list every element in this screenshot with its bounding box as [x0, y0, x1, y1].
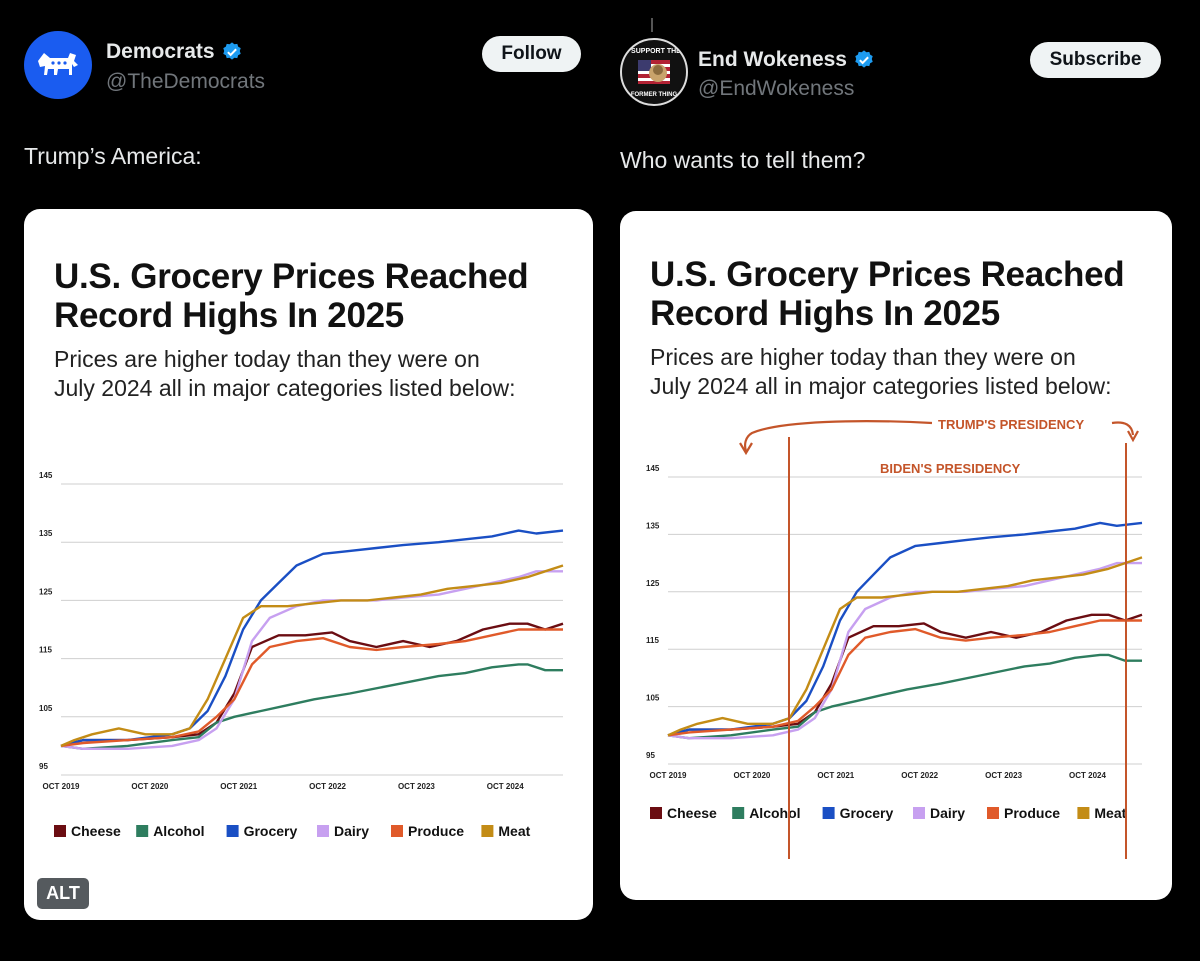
biden-presidency-label: BIDEN'S PRESIDENCY: [880, 461, 1021, 476]
left-x-tick-label: OCT 2024: [487, 782, 524, 791]
right-chart-subtitle-2: July 2024 all in major categories listed…: [650, 373, 1112, 399]
right-series-grocery: [667, 521, 1143, 737]
left-x-tick-label: OCT 2020: [131, 782, 168, 791]
left-line-chart: 145 135 125 115 105 95 OCT 2019 OCT 2020 OCT 202…: [39, 471, 564, 839]
right-chart-title: U.S. Grocery Prices Reached Record Highs…: [650, 255, 1125, 333]
right-series-produce: [667, 619, 1142, 737]
right-y-tick-label: 115: [646, 636, 659, 645]
left-legend-swatch: [54, 825, 66, 837]
subscribe-button[interactable]: Subscribe: [1030, 42, 1161, 78]
left-legend-label: Produce: [408, 823, 464, 839]
verified-badge-icon: [222, 42, 241, 60]
left-legend-label: Dairy: [334, 823, 369, 839]
left-legend-swatch: [481, 825, 494, 837]
right-x-tick-label: OCT 2024: [1069, 771, 1106, 780]
left-x-tick-label: OCT 2022: [309, 782, 346, 791]
right-legend-swatch: [987, 807, 999, 819]
donkey-icon: [38, 53, 78, 75]
left-avatar[interactable]: [24, 31, 92, 99]
left-x-tick-label: OCT 2023: [398, 782, 435, 791]
right-chart-subtitle-1: Prices are higher today than they were o…: [650, 344, 1076, 370]
left-author-name[interactable]: Democrats: [106, 40, 243, 64]
right-legend-swatch: [913, 807, 925, 819]
left-x-tick-label: OCT 2021: [220, 782, 257, 791]
former-thing-logo-icon: I SUPPORT THE FORMER THING: [624, 42, 684, 102]
right-y-tick-label: 135: [646, 521, 660, 530]
left-legend-label: Grocery: [244, 823, 298, 839]
trump-right-arrow: [1111, 421, 1135, 436]
left-series-meat: [60, 564, 564, 747]
right-legend-label: Cheese: [667, 805, 717, 821]
left-y-tick-label: 135: [39, 529, 53, 538]
right-legend-label: Meat: [1094, 805, 1126, 821]
left-series-alcohol: [60, 663, 563, 750]
left-legend-label: Cheese: [71, 823, 121, 839]
alt-badge[interactable]: ALT: [37, 878, 89, 909]
left-series-dairy: [60, 570, 563, 750]
right-x-tick-label: OCT 2019: [650, 771, 687, 780]
right-series-meat: [667, 556, 1143, 737]
left-tweet-text: Trump’s America:: [24, 143, 202, 169]
avatar-text-bottom: FORMER THING: [631, 92, 678, 98]
right-author-handle[interactable]: @EndWokeness: [698, 77, 855, 100]
left-y-tick-label: 145: [39, 471, 53, 480]
right-legend-swatch: [1077, 807, 1090, 819]
left-x-tick-label: OCT 2019: [43, 782, 80, 791]
left-legend-swatch: [136, 825, 149, 837]
right-avatar[interactable]: I SUPPORT THE FORMER THING: [620, 38, 688, 106]
right-tweet-text: Who wants to tell them?: [620, 147, 866, 173]
trump-left-arrow: [744, 420, 933, 452]
right-x-tick-label: OCT 2023: [985, 771, 1022, 780]
left-legend-label: Alcohol: [153, 823, 204, 839]
avatar-text-top: I SUPPORT THE: [627, 48, 681, 55]
verified-badge-icon: [855, 50, 873, 68]
trump-presidency-label: TRUMP'S PRESIDENCY: [938, 417, 1084, 432]
left-author-name-text: Democrats: [106, 40, 215, 63]
right-chart-image[interactable]: U.S. Grocery Prices Reached Record Highs…: [620, 211, 1172, 900]
right-x-tick-label: OCT 2020: [733, 771, 770, 780]
right-legend-swatch: [822, 807, 835, 819]
left-chart-subtitle-2: July 2024 all in major categories listed…: [54, 375, 516, 401]
left-y-tick-label: 115: [39, 646, 52, 655]
left-legend-label: Meat: [498, 823, 530, 839]
right-legend-label: Produce: [1004, 805, 1060, 821]
right-series-alcohol: [667, 653, 1142, 740]
left-y-tick-label: 125: [39, 587, 53, 596]
right-series-dairy: [667, 561, 1142, 740]
left-series-produce: [60, 628, 563, 748]
right-y-tick-label: 145: [646, 464, 660, 473]
left-y-tick-label: 105: [39, 704, 53, 713]
left-legend-swatch: [226, 825, 239, 837]
left-series-cheese: [60, 622, 564, 748]
right-legend-label: Dairy: [930, 805, 965, 821]
right-line-chart: 145 135 125 115 105 95 OCT 2019 OCT 2020 OCT 202…: [646, 417, 1143, 859]
left-chart-title: U.S. Grocery Prices Reached Record Highs…: [54, 257, 529, 335]
right-series-cheese: [667, 613, 1143, 737]
thread-divider: [651, 18, 653, 32]
trump-right-arrowhead: [1127, 430, 1139, 443]
right-author-name[interactable]: End Wokeness: [698, 48, 875, 72]
right-legend-label: Grocery: [840, 805, 894, 821]
right-author-name-text: End Wokeness: [698, 48, 847, 71]
right-y-tick-label: 95: [646, 751, 655, 760]
right-y-tick-label: 105: [646, 694, 660, 703]
trump-left-arrowhead: [739, 442, 753, 456]
right-legend-label: Alcohol: [749, 805, 800, 821]
left-chart-subtitle-1: Prices are higher today than they were o…: [54, 346, 480, 372]
right-x-tick-label: OCT 2021: [817, 771, 854, 780]
left-y-tick-label: 95: [39, 762, 48, 771]
left-legend-swatch: [391, 825, 403, 837]
right-legend-swatch: [650, 807, 662, 819]
right-x-tick-label: OCT 2022: [901, 771, 938, 780]
left-author-handle[interactable]: @TheDemocrats: [106, 70, 266, 93]
follow-button[interactable]: Follow: [482, 36, 581, 72]
left-legend-swatch: [317, 825, 329, 837]
right-legend-swatch: [732, 807, 745, 819]
left-chart-image[interactable]: U.S. Grocery Prices Reached Record Highs…: [24, 209, 593, 920]
right-y-tick-label: 125: [646, 579, 660, 588]
